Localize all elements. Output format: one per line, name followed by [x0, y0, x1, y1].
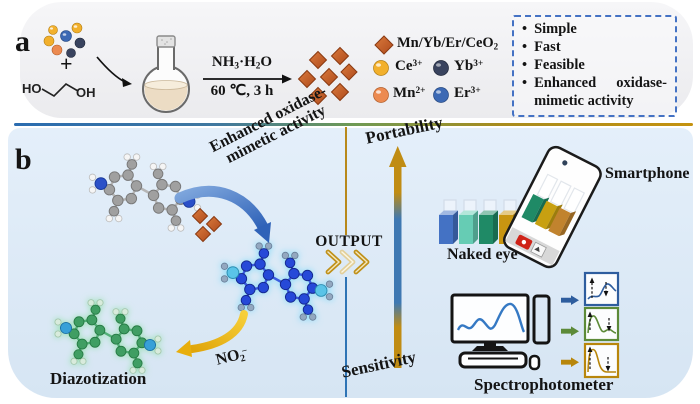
panel-b-label: b [15, 143, 32, 176]
cuvette [459, 215, 473, 244]
conditions-label: 60 ℃, 3 h [210, 83, 274, 99]
reagent-label: NH3·H2O [211, 54, 273, 72]
nanoparticle-diamond [308, 86, 328, 106]
smartphone-label: Smartphone [605, 165, 690, 182]
nanoparticle-diamond [191, 207, 209, 225]
nanoparticle-diamond [319, 67, 339, 87]
naked-eye-label: Naked eye [447, 246, 518, 263]
tmb-molecule [88, 153, 202, 232]
nanoparticle-diamond [340, 63, 358, 81]
spectrophotometer-label: Spectrophotometer [474, 375, 614, 394]
diazotized-product-molecule [54, 299, 162, 374]
nanoparticle-diamond [330, 82, 350, 102]
feature-item: • Feasible [522, 56, 585, 73]
vertical-divider-gold [344, 127, 348, 235]
oxidation-arrow [174, 185, 271, 243]
spectrum-panel-green [583, 306, 620, 342]
ion-label-yb: Yb3+ [454, 58, 484, 74]
nanoparticle-diamond [205, 215, 223, 233]
glycol-ho-label: HO [22, 81, 42, 96]
diazotization-label: Diazotization [50, 369, 147, 388]
round-bottom-flask [142, 35, 190, 113]
ion-label-er: Er3+ [454, 85, 481, 101]
nanoparticle-diamond [308, 50, 328, 70]
product-name-label: Mn/Yb/Er/CeO2 [397, 35, 499, 52]
oxidized-tmb-molecule [220, 242, 334, 321]
spectrum-panel-gold [583, 342, 620, 379]
ion-label-mn: Mn2+ [393, 85, 426, 101]
legend-product-swatch [374, 35, 394, 55]
vertical-divider-blue [344, 277, 348, 397]
plus-sign: + [60, 51, 73, 76]
nanozyme-catalyst-particles [191, 207, 223, 243]
arrow-to-gold-panel [561, 357, 579, 367]
spectrum-curve [456, 302, 526, 333]
computer-tower [532, 294, 551, 345]
smartphone [503, 145, 602, 269]
horizontal-gradient-divider [14, 123, 693, 127]
feature-item: • Fast [522, 38, 561, 55]
nanozyme-product-particles [297, 46, 358, 106]
output-label: OUTPUT [315, 233, 383, 250]
nanoparticle-diamond [330, 46, 350, 66]
mixing-arrow [96, 56, 132, 87]
reaction-arrow [203, 74, 292, 84]
nanoparticle-diamond [297, 69, 317, 89]
metal-ion-cluster [43, 22, 86, 58]
feature-item: • Simple [522, 21, 577, 37]
phone-camera-icon [562, 160, 568, 166]
feature-item: • Enhanced oxidase-mimetic activity [522, 74, 667, 109]
mouse [528, 354, 541, 371]
cuvette [479, 215, 493, 244]
spectrum-panel-blue [583, 271, 620, 307]
ethylene-glycol-structure [41, 82, 79, 98]
output-chevrons [325, 249, 370, 275]
features-box: • Simple • Fast • Feasible • Enhanced oxidas… [512, 15, 677, 117]
ion-label-ce: Ce3+ [395, 58, 423, 74]
portability-sensitivity-axis-arrow [389, 146, 407, 368]
diazotization-arrow [176, 310, 248, 357]
spectrophotometer-computer [450, 293, 551, 371]
cuvette [439, 215, 453, 244]
legend-ion-swatches [373, 60, 449, 103]
arrow-to-blue-panel [561, 295, 579, 305]
panel-a-label: a [15, 25, 30, 58]
keyboard [458, 351, 528, 369]
glycol-oh-label: OH [76, 85, 96, 100]
nanoparticle-diamond [194, 225, 212, 243]
arrow-to-green-panel [561, 326, 579, 336]
